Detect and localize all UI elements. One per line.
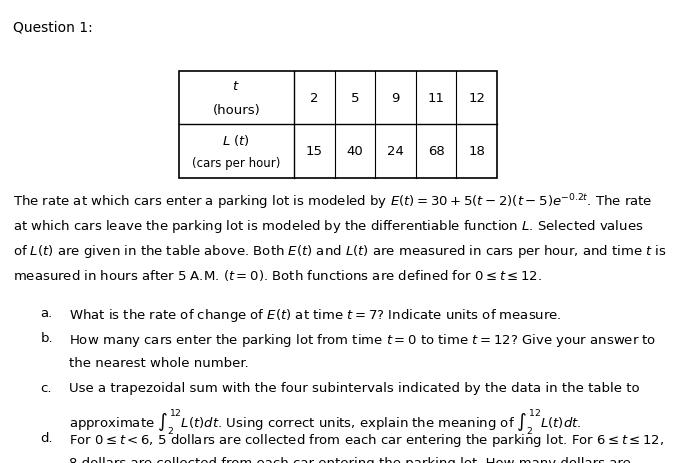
Text: 24: 24 <box>387 145 404 158</box>
Text: 2: 2 <box>310 92 319 105</box>
Bar <box>178 72 497 178</box>
Text: d.: d. <box>41 431 53 444</box>
Text: 40: 40 <box>346 145 363 158</box>
Text: Question 1:: Question 1: <box>13 21 92 35</box>
Text: 12: 12 <box>468 92 485 105</box>
Text: (cars per hour): (cars per hour) <box>192 157 281 170</box>
Text: $t$: $t$ <box>232 80 240 93</box>
Text: 18: 18 <box>468 145 485 158</box>
Text: of $L(t)$ are given in the table above. Both $E(t)$ and $L(t)$ are measured in c: of $L(t)$ are given in the table above. … <box>13 242 666 259</box>
Text: 9: 9 <box>391 92 400 105</box>
Text: measured in hours after 5 A.M. ($t = 0$). Both functions are defined for $0 \leq: measured in hours after 5 A.M. ($t = 0$)… <box>13 267 542 282</box>
Text: (hours): (hours) <box>212 104 260 117</box>
Text: 68: 68 <box>428 145 444 158</box>
Text: What is the rate of change of $E(t)$ at time $t = 7$? Indicate units of measure.: What is the rate of change of $E(t)$ at … <box>69 306 561 323</box>
Text: 5: 5 <box>351 92 359 105</box>
Text: For $0 \leq t < 6$, 5 dollars are collected from each car entering the parking l: For $0 \leq t < 6$, 5 dollars are collec… <box>69 431 664 448</box>
Text: 15: 15 <box>306 145 323 158</box>
Text: The rate at which cars enter a parking lot is modeled by $E(t) = 30 + 5(t-2)(t-5: The rate at which cars enter a parking l… <box>13 192 652 212</box>
Text: How many cars enter the parking lot from time $t = 0$ to time $t = 12$? Give you: How many cars enter the parking lot from… <box>69 331 656 348</box>
Text: approximate $\int_2^{12} L(t)dt$. Using correct units, explain the meaning of $\: approximate $\int_2^{12} L(t)dt$. Using … <box>69 406 581 436</box>
Text: 11: 11 <box>428 92 444 105</box>
Text: at which cars leave the parking lot is modeled by the differentiable function $L: at which cars leave the parking lot is m… <box>13 217 643 234</box>
Text: b.: b. <box>41 331 53 344</box>
Text: Use a trapezoidal sum with the four subintervals indicated by the data in the ta: Use a trapezoidal sum with the four subi… <box>69 381 639 394</box>
Text: a.: a. <box>41 306 53 319</box>
Text: 8 dollars are collected from each car entering the parking lot. How many dollars: 8 dollars are collected from each car en… <box>69 456 631 463</box>
Text: c.: c. <box>41 381 52 394</box>
Text: $L$ ($t$): $L$ ($t$) <box>223 132 250 147</box>
Text: the nearest whole number.: the nearest whole number. <box>69 356 248 369</box>
